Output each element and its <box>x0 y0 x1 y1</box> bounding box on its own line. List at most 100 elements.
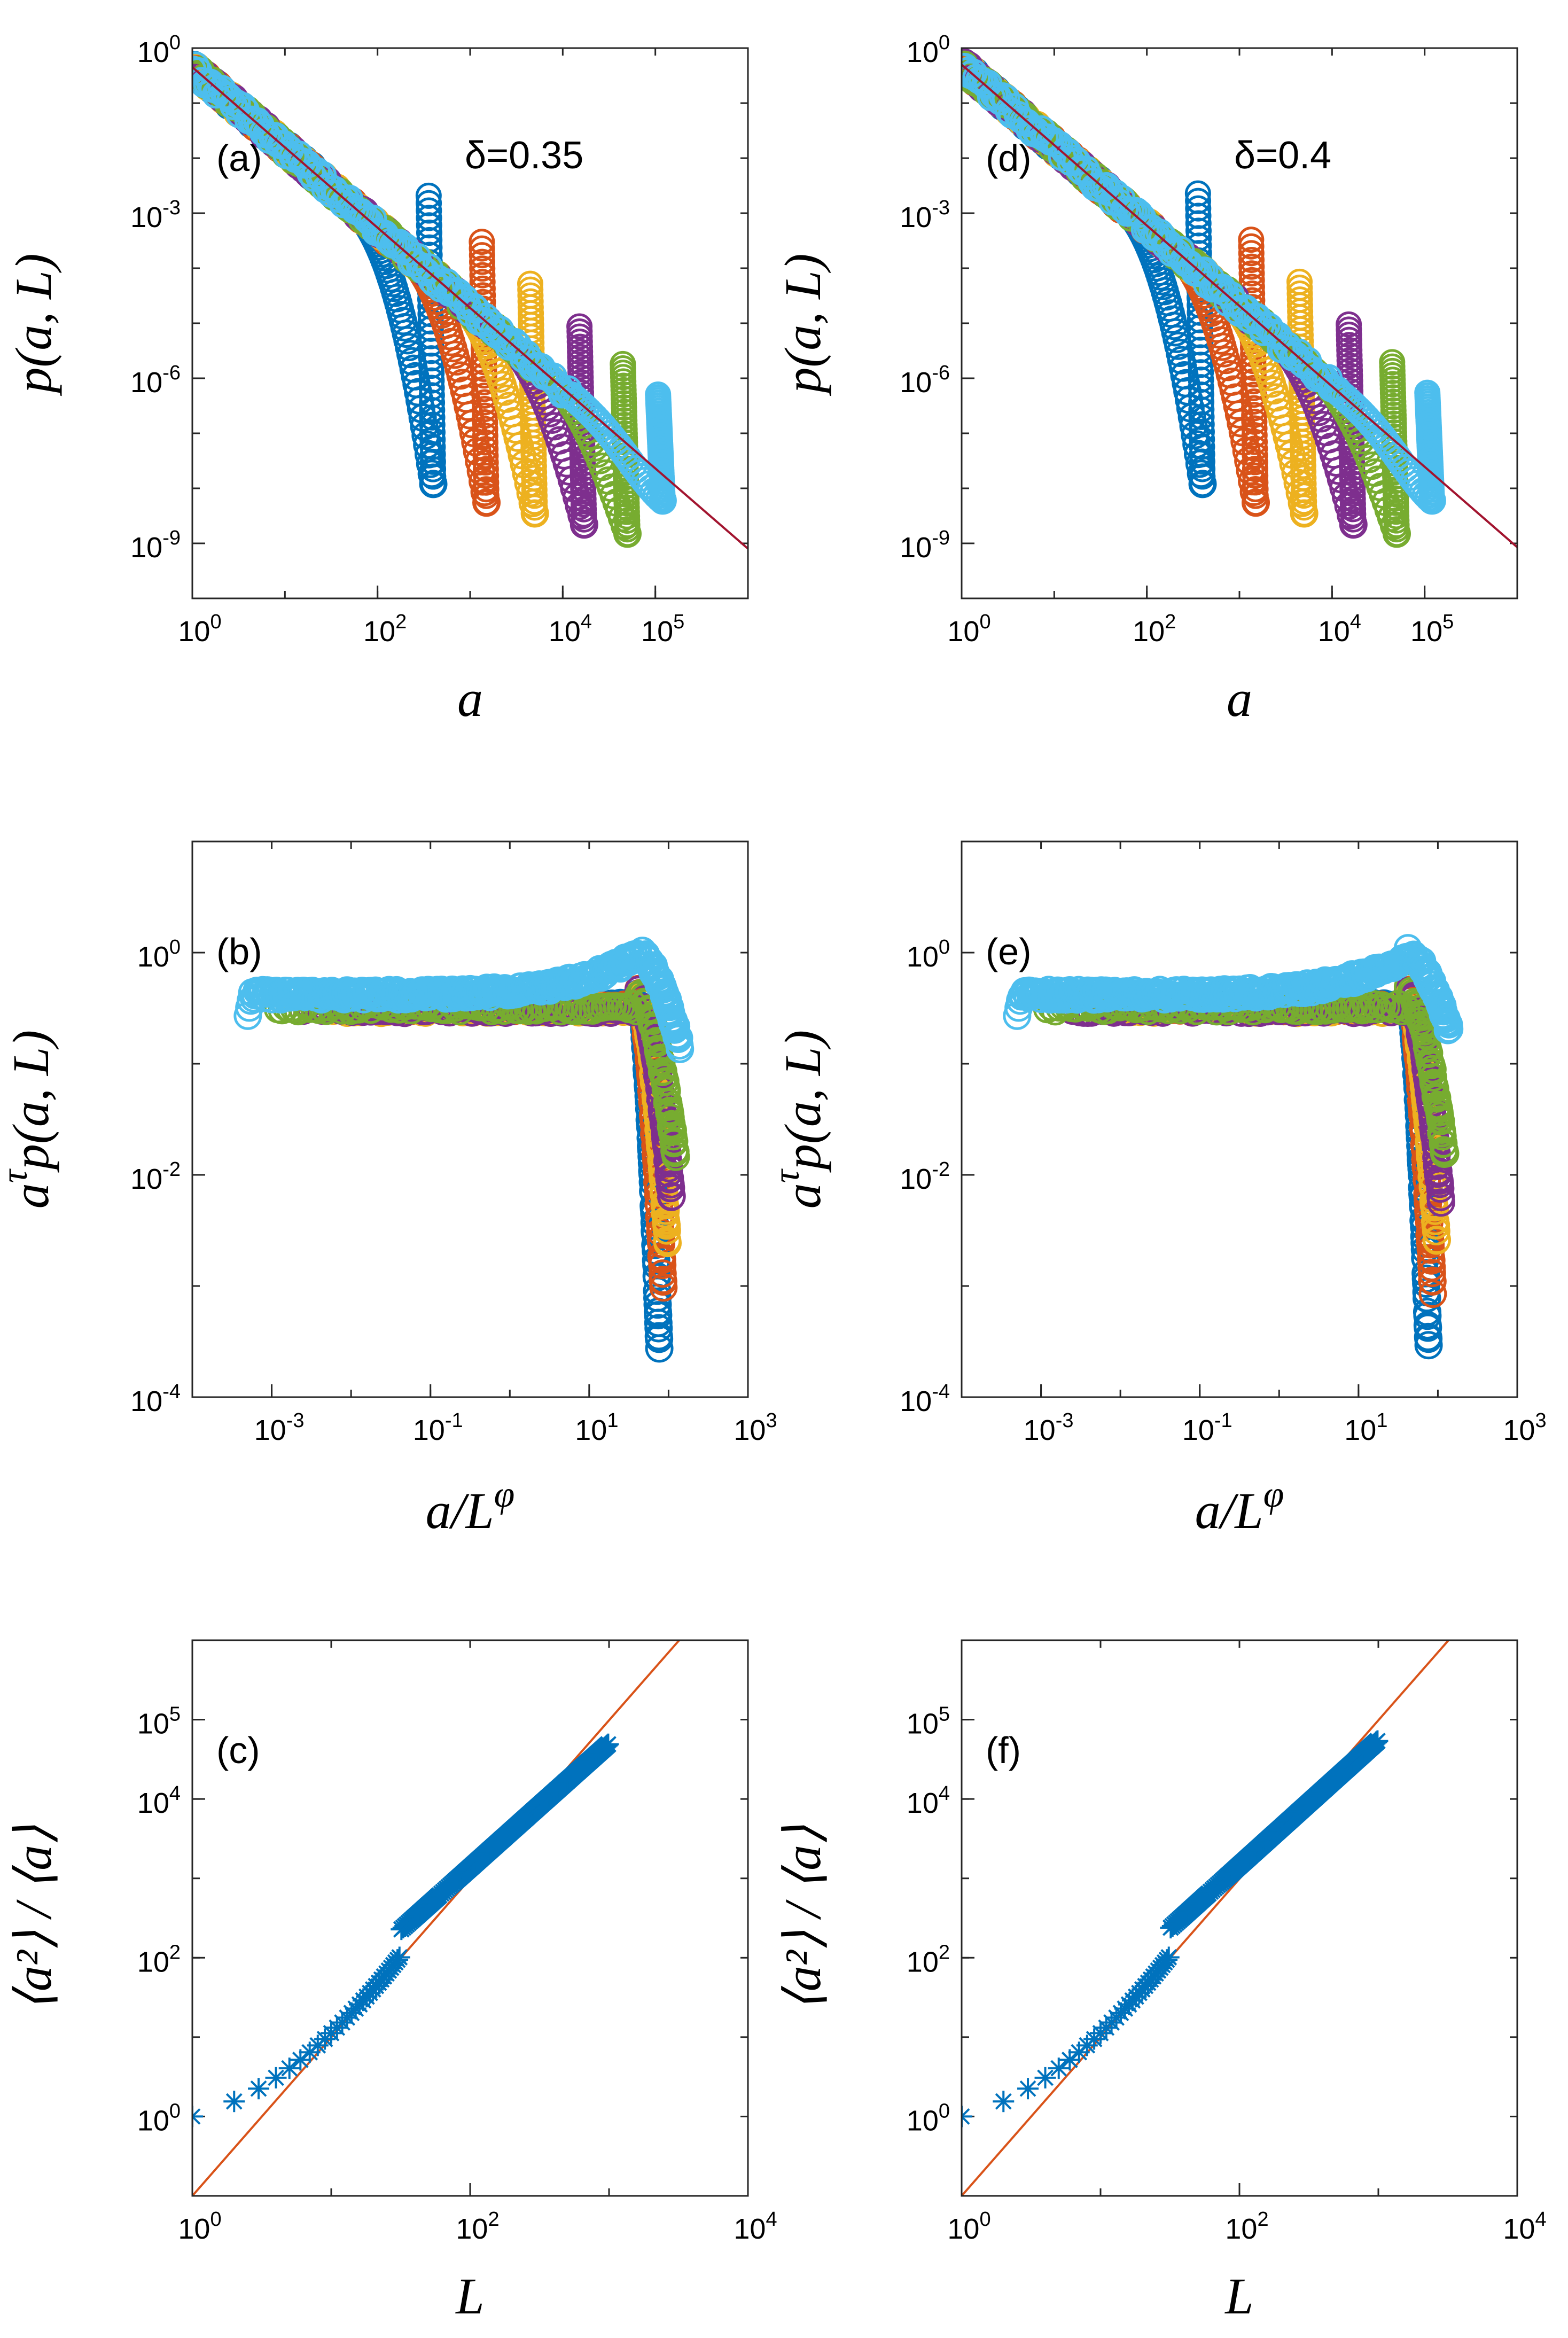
star-stroke <box>292 2052 309 2068</box>
y-tick-label: 105 <box>137 1703 181 1740</box>
data-point <box>1241 402 1268 428</box>
data-point <box>1426 1106 1455 1135</box>
data-point <box>1255 313 1284 341</box>
data-point <box>1242 456 1268 482</box>
data-point <box>420 471 447 497</box>
panel-label: (a) <box>216 137 262 179</box>
data-point <box>1414 1313 1442 1342</box>
data-point <box>1340 511 1367 538</box>
x-tick-label: 100 <box>178 611 221 648</box>
data-point <box>1238 227 1265 253</box>
marker-layer <box>192 1640 680 2196</box>
y-tick-label: 10-3 <box>900 197 950 233</box>
data-point <box>1241 408 1268 435</box>
data-point <box>665 1024 693 1053</box>
x-axis-label: a <box>1227 670 1252 727</box>
data-point <box>472 456 499 482</box>
plot-area <box>192 1640 748 2196</box>
data-point <box>473 489 500 516</box>
data-point <box>469 235 495 262</box>
data-point <box>1242 462 1269 489</box>
data-point <box>1418 1267 1447 1296</box>
series-L6 <box>192 51 677 515</box>
data-point <box>1189 463 1216 490</box>
data-point <box>1418 1055 1447 1084</box>
data-point <box>1423 1225 1452 1254</box>
data-point <box>472 402 498 429</box>
data-point <box>472 436 499 463</box>
x-tick-label: 103 <box>734 1409 777 1446</box>
star-stroke <box>250 2080 267 2097</box>
data-point <box>472 429 499 456</box>
star-stroke <box>192 2108 201 2118</box>
data-point <box>653 1229 682 1258</box>
data-point <box>1426 1188 1455 1217</box>
data-point <box>1238 267 1265 293</box>
data-point <box>1418 1280 1447 1308</box>
axes-frame <box>961 47 1518 599</box>
x-tick-label: 104 <box>734 2208 777 2245</box>
data-point <box>420 463 447 490</box>
fit-line <box>192 66 748 550</box>
series-data <box>192 1733 619 2127</box>
data-point <box>622 997 651 1026</box>
data-point <box>1413 1302 1442 1330</box>
data-point <box>1238 253 1265 280</box>
data-point <box>1238 233 1265 260</box>
data-point <box>645 1334 674 1363</box>
data-point <box>1435 1015 1464 1043</box>
data-point <box>473 469 500 496</box>
data-point <box>571 511 597 538</box>
data-point <box>1189 456 1216 482</box>
y-tick-label: 10-4 <box>900 1381 950 1417</box>
panel-label: (d) <box>986 137 1032 179</box>
data-point <box>649 487 676 514</box>
data-point <box>644 1301 673 1330</box>
star-stroke <box>268 2069 284 2086</box>
star-stroke <box>281 2060 298 2077</box>
x-tick-label: 100 <box>947 611 990 648</box>
marker-layer <box>1003 934 1464 1360</box>
data-point <box>223 2091 245 2113</box>
x-tick-label: 103 <box>1503 1409 1546 1446</box>
y-tick-label: 10-9 <box>900 527 950 564</box>
data-point <box>1238 240 1265 267</box>
data-point <box>649 1273 678 1302</box>
y-tick-label: 10-2 <box>130 1158 181 1195</box>
data-point <box>1238 246 1265 273</box>
axes-frame <box>961 840 1518 1398</box>
data-point <box>1242 435 1268 462</box>
data-point <box>1242 449 1268 476</box>
panel-label: (e) <box>986 931 1032 972</box>
data-point <box>192 2106 203 2127</box>
data-point <box>469 255 496 282</box>
y-tick-label: 100 <box>137 32 181 68</box>
y-tick-label: 100 <box>907 32 950 68</box>
data-point <box>1417 1246 1446 1275</box>
x-tick-label: 102 <box>363 611 407 648</box>
y-tick-label: 10-4 <box>130 1381 181 1417</box>
x-tick-label: 10-1 <box>413 1409 463 1446</box>
y-tick-label: 100 <box>137 2100 181 2137</box>
marker-layer <box>962 48 1517 548</box>
data-point <box>666 1034 695 1063</box>
annotation-delta: δ=0.4 <box>1234 134 1331 177</box>
x-tick-label: 100 <box>178 2208 221 2245</box>
x-axis-label: a/Lφ <box>426 1474 515 1539</box>
marker-layer <box>192 51 748 550</box>
data-point <box>473 476 500 503</box>
fit-line <box>192 1640 680 2196</box>
y-axis-label: aτp(a, L) <box>766 1030 831 1209</box>
y-tick-label: 10-9 <box>130 527 181 564</box>
data-point <box>472 409 498 436</box>
star-stroke <box>192 2115 201 2125</box>
annotation-delta: δ=0.35 <box>465 134 583 177</box>
data-point <box>469 229 495 255</box>
data-point <box>1291 500 1317 527</box>
data-point <box>1418 487 1445 514</box>
data-point <box>220 91 248 120</box>
data-point <box>1242 482 1269 509</box>
